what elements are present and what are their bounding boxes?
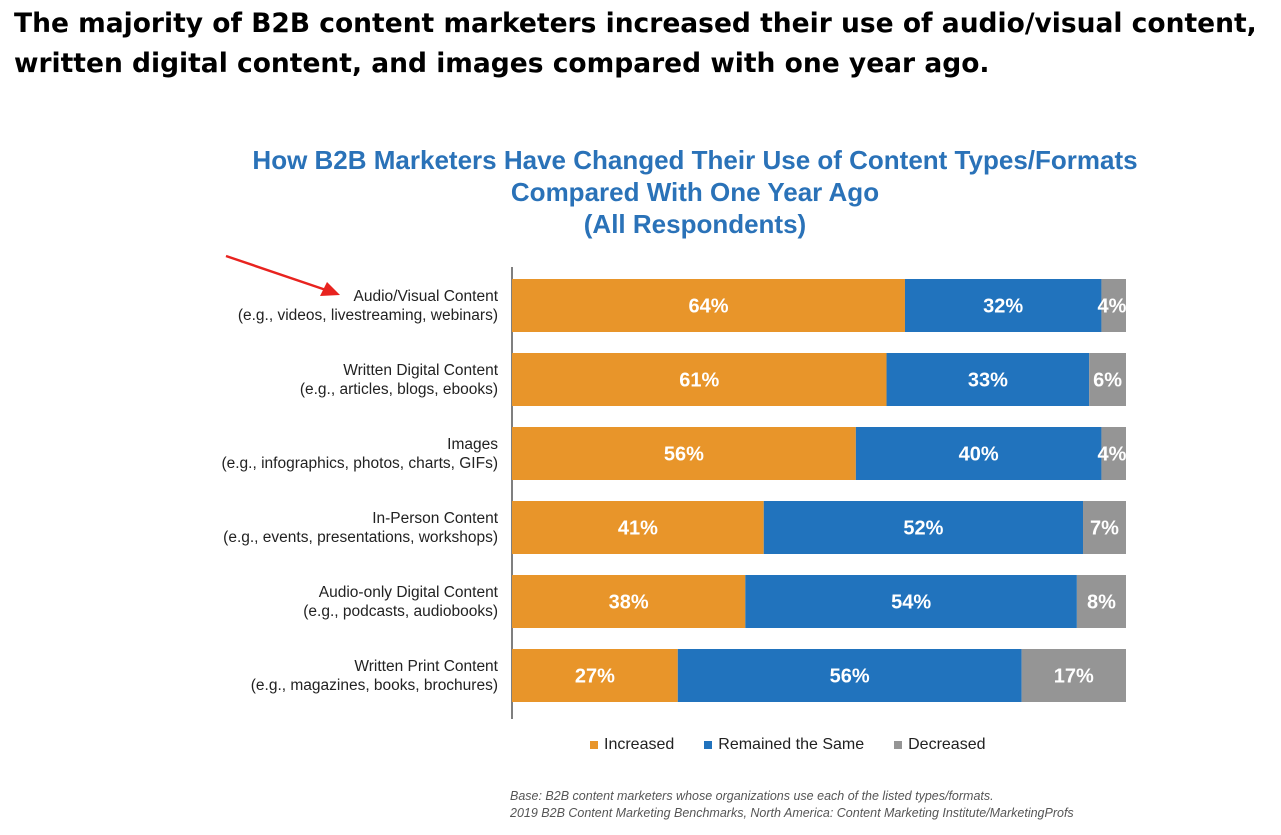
data-label: 32%	[983, 296, 1023, 318]
bar-segment	[512, 353, 887, 406]
bar-segment	[886, 353, 1090, 406]
chart-title-line: How B2B Marketers Have Changed Their Use…	[252, 145, 1138, 175]
data-label: 41%	[618, 518, 658, 540]
data-label: 56%	[664, 444, 704, 466]
legend-swatch	[894, 741, 903, 749]
bar-segment	[763, 501, 1084, 554]
bar-segment	[745, 575, 1077, 628]
chart-title-line: (All Respondents)	[583, 209, 807, 239]
data-label: 17%	[1054, 666, 1094, 688]
data-label: 56%	[830, 666, 870, 688]
category-sublabel: (e.g., articles, blogs, ebooks)	[300, 381, 498, 398]
bar-segment	[1089, 353, 1126, 406]
category-label: Written Print Content	[354, 658, 498, 675]
bar-segment	[1101, 427, 1126, 480]
category-label: Audio-only Digital Content	[319, 584, 499, 601]
legend-label: Increased	[604, 736, 675, 753]
category-sublabel: (e.g., videos, livestreaming, webinars)	[238, 307, 498, 324]
data-label: 8%	[1087, 592, 1116, 614]
bar-segment	[855, 427, 1102, 480]
bar-segment	[1083, 501, 1126, 554]
data-label: 6%	[1093, 370, 1122, 392]
bar-segment	[677, 649, 1022, 702]
footnote-base: Base: B2B content marketers whose organi…	[510, 789, 994, 803]
data-label: 61%	[679, 370, 719, 392]
legend: Increased Remained the Same Decreased	[590, 736, 986, 754]
bar-segment	[512, 575, 746, 628]
data-label: 7%	[1090, 518, 1119, 540]
bar-segment	[1101, 279, 1126, 332]
footnote-source: 2019 B2B Content Marketing Benchmarks, N…	[510, 806, 1074, 820]
bar-segment	[512, 427, 856, 480]
bar-segment	[904, 279, 1102, 332]
category-label: Written Digital Content	[343, 362, 498, 379]
bar-segment	[512, 501, 764, 554]
chart-title: How B2B Marketers Have Changed Their Use…	[180, 144, 1210, 240]
legend-item-same: Remained the Same	[704, 736, 864, 754]
annotation-arrow-shaft	[225, 254, 327, 292]
data-label: 54%	[891, 592, 931, 614]
category-sublabel: (e.g., podcasts, audiobooks)	[303, 603, 498, 620]
data-label: 40%	[959, 444, 999, 466]
chart-title-line: Compared With One Year Ago	[510, 177, 880, 207]
data-label: 52%	[903, 518, 943, 540]
bar-segment	[1076, 575, 1126, 628]
footnote: Base: B2B content marketers whose organi…	[510, 788, 1074, 822]
bar-segment	[512, 279, 905, 332]
data-label: 38%	[609, 592, 649, 614]
data-label: 4%	[1098, 444, 1127, 466]
legend-label: Decreased	[908, 736, 986, 753]
category-sublabel: (e.g., infographics, photos, charts, GIF…	[221, 455, 498, 472]
category-sublabel: (e.g., events, presentations, workshops)	[223, 529, 498, 546]
annotation-arrow-head	[320, 282, 340, 296]
category-sublabel: (e.g., magazines, books, brochures)	[251, 677, 498, 694]
legend-item-increased: Increased	[590, 736, 674, 754]
headline: The majority of B2B content marketers in…	[14, 8, 1257, 79]
category-label: Audio/Visual Content	[354, 288, 499, 305]
legend-label: Remained the Same	[718, 736, 865, 753]
bar-segment	[1021, 649, 1126, 702]
category-label: Images	[447, 436, 498, 453]
legend-item-decreased: Decreased	[894, 736, 986, 754]
data-label: 33%	[968, 370, 1008, 392]
data-label: 64%	[688, 296, 728, 318]
data-label: 4%	[1098, 296, 1127, 318]
category-label: In-Person Content	[372, 510, 498, 527]
legend-swatch	[704, 741, 713, 749]
bar-segment	[512, 649, 678, 702]
data-label: 27%	[575, 666, 615, 688]
legend-swatch	[590, 741, 598, 749]
